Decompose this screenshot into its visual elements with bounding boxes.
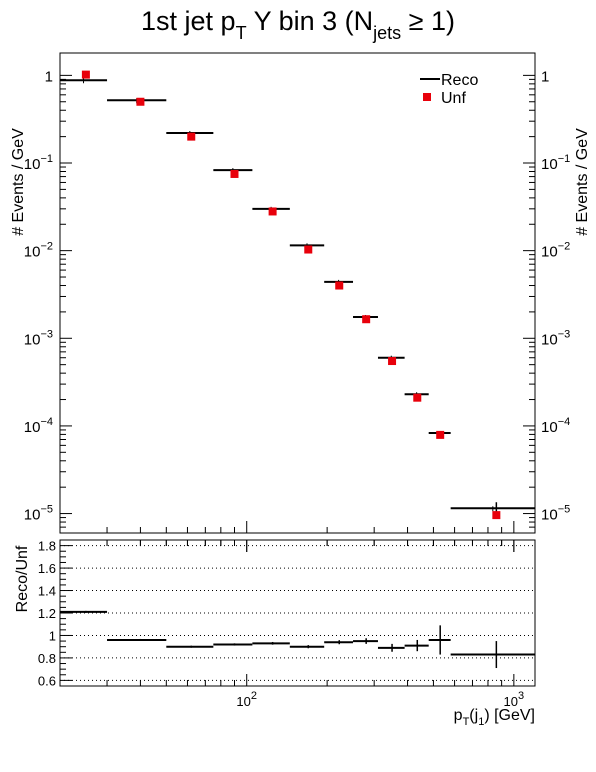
legend-unf-marker: [423, 93, 431, 101]
x-axis-ticks: 102 103: [59, 521, 525, 709]
y-axis-ticks-ratio: 0.6 0.8 1 1.2 1.4 1.6 1.8: [38, 539, 72, 688]
unf-point: [335, 281, 344, 290]
unf-point: [362, 315, 371, 324]
y-tick-label-left: 10−3: [24, 328, 53, 348]
y-tick-label-left: 10−5: [24, 504, 53, 524]
ratio-y-tick-label: 1.2: [38, 606, 56, 621]
y-tick-label-left: 10−2: [24, 241, 53, 261]
x-tick-label: 102: [236, 690, 257, 709]
legend-reco-label: Reco: [441, 72, 478, 89]
unf-point: [436, 430, 445, 439]
reco-series: [60, 78, 535, 517]
ratio-series: [60, 610, 535, 669]
unf-point: [81, 70, 90, 79]
unf-point: [492, 511, 501, 520]
ratio-grid: [60, 545, 535, 681]
y-axis-title-right: # Events / GeV: [574, 128, 591, 236]
ratio-axis-title: Reco/Unf: [14, 545, 31, 612]
ratio-y-tick-label: 1: [49, 628, 56, 643]
unf-point: [268, 207, 277, 216]
legend: Reco Unf: [420, 72, 478, 107]
unf-point: [230, 169, 239, 178]
ratio-plot-frame: [59, 539, 536, 687]
y-tick-label-right: 10−1: [541, 153, 570, 173]
top-plot-frame: [59, 52, 536, 534]
y-tick-label-right: 10−4: [541, 416, 570, 436]
x-tick-label: 103: [504, 690, 525, 709]
y-tick-label-left: 10−1: [24, 153, 53, 173]
unf-point: [388, 357, 397, 366]
ratio-y-tick-label: 0.8: [38, 651, 56, 666]
legend-unf-label: Unf: [441, 90, 466, 107]
y-axis-title-left: # Events / GeV: [10, 128, 27, 236]
unf-point: [136, 97, 145, 106]
y-tick-label-right: 10−3: [541, 328, 570, 348]
ratio-y-tick-label: 1.4: [38, 584, 56, 599]
ratio-y-tick-label: 0.6: [38, 673, 56, 688]
y-tick-label-right: 1: [541, 68, 549, 85]
unf-point: [187, 132, 196, 141]
chart-title: 1st jet pT Y bin 3 (Njets ≥ 1): [141, 6, 455, 43]
ratio-y-tick-label: 1.6: [38, 561, 56, 576]
y-axis-ticks-top: 1 1 10−1 10−1 10−2 10−2 10−3 10−3 10−4 10−4 10−5 10…: [24, 68, 570, 534]
y-tick-label-left: 10−4: [24, 416, 53, 436]
unf-point: [413, 393, 422, 402]
y-tick-label-right: 10−2: [541, 241, 570, 261]
unf-point: [304, 245, 313, 254]
y-tick-label-left: 1: [45, 68, 53, 85]
unf-series: [81, 70, 501, 520]
y-tick-label-right: 10−5: [541, 504, 570, 524]
x-axis-title: pT(j1) [GeV]: [454, 707, 535, 728]
ratio-y-tick-label: 1.8: [38, 539, 56, 554]
